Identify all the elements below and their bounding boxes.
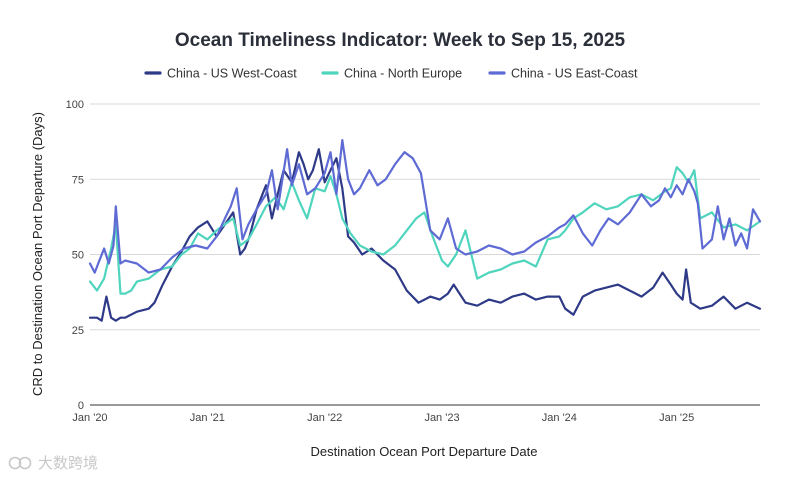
watermark-text: 大数跨境 — [38, 454, 99, 472]
legend: China - US West-Coast China - North Europ… — [144, 67, 638, 81]
watermark-logo-icon — [8, 456, 32, 469]
x-tick-label: Jan '23 — [424, 412, 459, 424]
x-axis-ticks: Jan '20 Jan '21 Jan '22 Jan '23 Jan '24 Jan '… — [72, 412, 694, 424]
x-tick-label: Jan '25 — [659, 412, 694, 424]
y-tick-label: 25 — [72, 325, 84, 337]
legend-label: China - US West-Coast — [167, 67, 297, 81]
watermark: 大数跨境 — [8, 452, 98, 473]
series-line-2 — [88, 166, 762, 295]
chart-title: Ocean Timeliness Indicator: Week to Sep … — [175, 30, 626, 51]
series-layer — [88, 139, 762, 322]
series-line-1 — [88, 148, 762, 322]
x-axis-label: Destination Ocean Port Departure Date — [311, 444, 538, 459]
x-tick-label: Jan '24 — [542, 412, 577, 424]
gridlines — [90, 103, 760, 406]
legend-item: China - US West-Coast — [144, 67, 297, 81]
legend-item: China - US East-Coast — [488, 67, 638, 81]
x-tick-label: Jan '20 — [72, 412, 107, 424]
y-axis-ticks: 0 25 50 75 100 — [66, 99, 84, 412]
y-tick-label: 0 — [78, 400, 84, 412]
legend-label: China - North Europe — [344, 67, 462, 81]
legend-item: China - North Europe — [321, 67, 462, 81]
series-line-3 — [88, 139, 762, 274]
legend-label: China - US East-Coast — [511, 67, 638, 81]
x-tick-label: Jan '21 — [190, 412, 225, 424]
y-tick-label: 75 — [72, 174, 84, 186]
y-axis-label: CRD to Destination Ocean Port Departure … — [30, 112, 45, 396]
x-tick-label: Jan '22 — [307, 412, 342, 424]
y-tick-label: 100 — [66, 99, 84, 111]
y-tick-label: 50 — [72, 250, 84, 262]
